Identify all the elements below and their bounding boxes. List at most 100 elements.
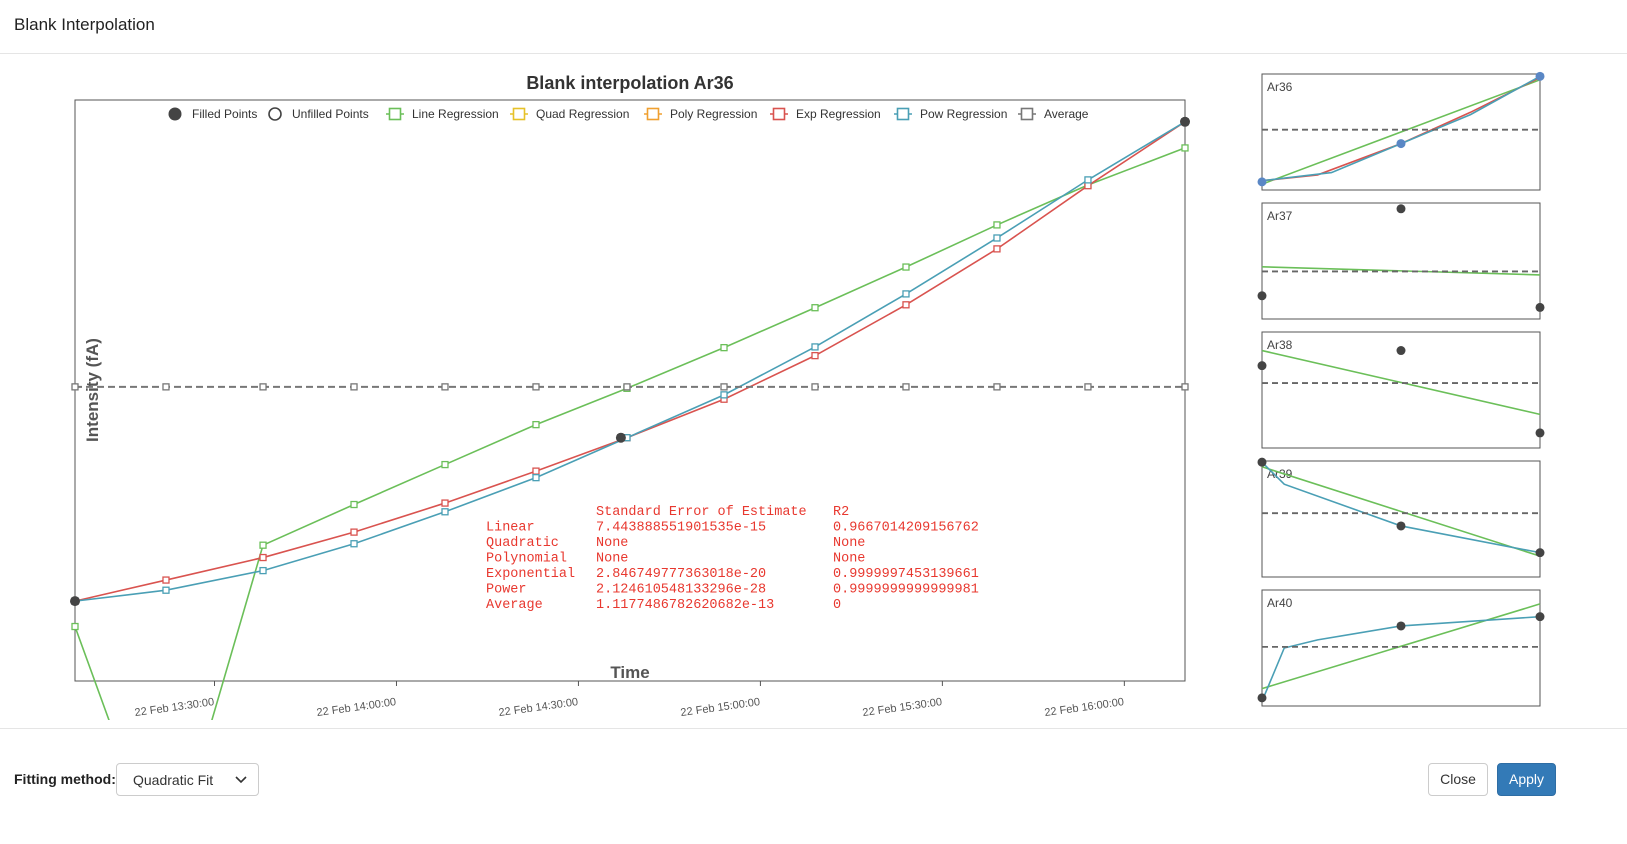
dialog-footer xyxy=(0,728,1627,844)
series-point xyxy=(902,383,910,391)
series-point xyxy=(259,566,267,575)
stats-cell: 2.124610548133296e-28 xyxy=(596,583,766,598)
legend-label: Line Regression xyxy=(412,107,499,121)
legend-item-line-regression[interactable]: Line Regression xyxy=(386,107,499,121)
fit-statistics: Standard Error of Estimate R2 Linear 7.4438… xyxy=(486,505,979,613)
series-point xyxy=(532,383,540,391)
series-point xyxy=(441,508,449,516)
series-point xyxy=(993,234,1001,242)
series-layer xyxy=(70,116,1190,720)
close-button[interactable]: Close xyxy=(1428,763,1488,796)
legend-item-quad-regression[interactable]: Quad Regression xyxy=(510,107,629,121)
apply-button[interactable]: Apply xyxy=(1497,763,1556,796)
thumbnail-point xyxy=(1396,139,1406,149)
thumbnail-point xyxy=(1257,361,1267,371)
thumbnail-ar40[interactable]: Ar40 xyxy=(1257,589,1545,707)
legend-label: Poly Regression xyxy=(670,107,757,121)
x-axis-label: Time xyxy=(610,663,649,682)
series-point xyxy=(441,460,449,469)
series-point xyxy=(259,553,267,562)
stats-cell: None xyxy=(596,536,628,551)
dialog-header: Blank Interpolation xyxy=(0,0,1627,54)
series-point xyxy=(162,586,170,594)
stats-cell: 0 xyxy=(833,598,841,613)
thumbnail-point xyxy=(1396,204,1406,214)
legend-label: Average xyxy=(1044,107,1089,121)
thumbnail-line xyxy=(1261,349,1541,416)
series-point xyxy=(811,351,819,360)
fitting-method-select[interactable]: Quadratic Fit xyxy=(116,763,259,796)
stats-cell: None xyxy=(596,552,628,567)
chart-legend[interactable]: Filled Points Unfilled Points Line Regress… xyxy=(168,107,1089,121)
thumbnail-ar38[interactable]: Ar38 xyxy=(1257,331,1545,449)
series-point xyxy=(350,500,358,509)
series-point xyxy=(441,383,449,391)
x-tick-label: 22 Feb 16:00:00 xyxy=(1044,696,1125,719)
legend-item-unfilled-points[interactable]: Unfilled Points xyxy=(268,107,369,121)
series-point xyxy=(532,420,540,429)
legend-item-filled-points[interactable]: Filled Points xyxy=(168,107,258,121)
thumbnail-point xyxy=(1535,548,1545,558)
series-point xyxy=(902,290,910,298)
thumbnail-point xyxy=(1257,291,1267,301)
legend-item-average[interactable]: Average xyxy=(1018,107,1089,121)
stats-cell: 7.443888551901535e-15 xyxy=(596,521,766,536)
series-point xyxy=(162,383,170,391)
series-point xyxy=(532,467,540,475)
stats-cell: 2.846749777363018e-20 xyxy=(596,567,766,582)
filled-point xyxy=(615,432,626,443)
legend-item-exp-regression[interactable]: Exp Regression xyxy=(770,107,881,121)
thumbnail-line xyxy=(1261,266,1541,276)
series-point xyxy=(259,541,267,549)
series-point xyxy=(1084,383,1092,391)
series-point xyxy=(811,304,819,312)
stats-cell: Quadratic xyxy=(486,536,559,551)
legend-item-poly-regression[interactable]: Poly Regression xyxy=(644,107,757,121)
legend-label: Pow Regression xyxy=(920,107,1007,121)
filled-point xyxy=(70,596,80,607)
legend-label: Exp Regression xyxy=(796,107,881,121)
series-point xyxy=(902,301,910,309)
chart-title: Blank interpolation Ar36 xyxy=(526,73,733,93)
thumbnail-line xyxy=(1261,79,1541,185)
square-marker-icon xyxy=(772,107,786,121)
stats-cell: None xyxy=(833,552,865,567)
filled-circle-icon xyxy=(168,107,182,121)
thumbnail-ar37[interactable]: Ar37 xyxy=(1257,202,1545,320)
series-point xyxy=(71,622,79,631)
chevron-down-icon xyxy=(235,776,247,784)
thumbnail-point xyxy=(1257,457,1267,467)
series-point xyxy=(811,343,819,351)
series-point xyxy=(1181,383,1189,391)
thumbnail-line xyxy=(1261,615,1541,702)
thumbnail-ar36[interactable]: Ar36 xyxy=(1257,71,1545,191)
thumbnail-point xyxy=(1535,428,1545,438)
series-point xyxy=(71,383,79,391)
thumbnail-ar39[interactable]: Ar39 xyxy=(1257,457,1545,578)
thumbnail-label: Ar36 xyxy=(1267,80,1293,94)
stats-cell: None xyxy=(833,536,865,551)
unfilled-circle-icon xyxy=(268,107,282,121)
series-point xyxy=(993,221,1001,229)
thumbnail-point xyxy=(1535,302,1545,312)
series-point xyxy=(350,383,358,391)
legend-label: Quad Regression xyxy=(536,107,629,121)
square-marker-icon xyxy=(896,107,910,121)
thumbnail-point xyxy=(1257,177,1267,187)
x-tick-label: 22 Feb 15:30:00 xyxy=(862,696,943,719)
square-marker-icon xyxy=(512,107,526,121)
legend-item-pow-regression[interactable]: Pow Regression xyxy=(894,107,1007,121)
series-point xyxy=(441,499,449,507)
series-point xyxy=(993,245,1001,253)
stats-cell: Power xyxy=(486,583,527,598)
thumbnail-point xyxy=(1396,621,1406,631)
square-marker-icon xyxy=(646,107,660,121)
thumbnail-point xyxy=(1535,71,1545,81)
fitting-method-value: Quadratic Fit xyxy=(133,772,214,788)
dialog-title: Blank Interpolation xyxy=(14,15,155,34)
series-point xyxy=(902,263,910,271)
thumbnail-point xyxy=(1396,521,1406,531)
series-point xyxy=(811,383,819,391)
stats-cell: 0.9667014209156762 xyxy=(833,521,979,536)
stats-cell: Exponential xyxy=(486,567,575,582)
